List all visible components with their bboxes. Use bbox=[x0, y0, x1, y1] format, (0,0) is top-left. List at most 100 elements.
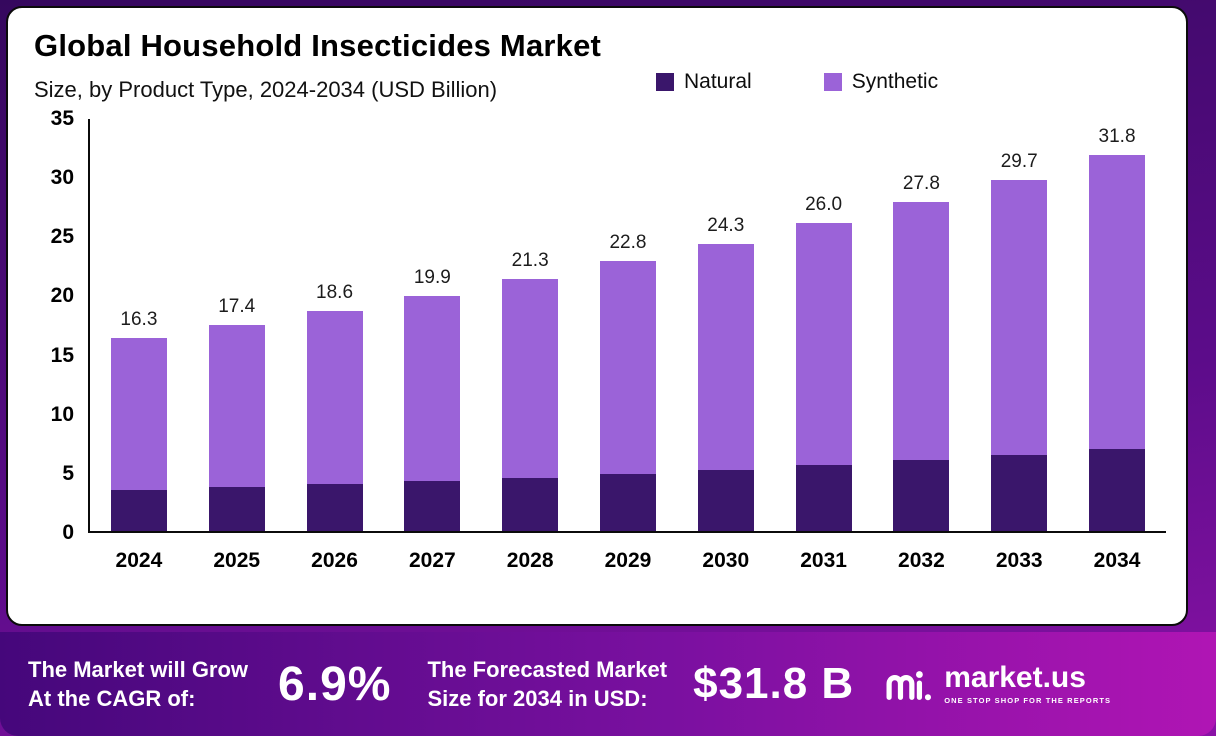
bar-total-label: 31.8 bbox=[1098, 125, 1136, 147]
forecast-label-line2: Size for 2034 in USD: bbox=[427, 686, 648, 711]
bar-column: 16.3 bbox=[90, 119, 188, 531]
synthetic-segment bbox=[1089, 154, 1146, 450]
bar-total-label: 27.8 bbox=[902, 173, 940, 195]
stacked-bar bbox=[1089, 154, 1146, 531]
plot: 16.3 17.4 18.6 19.9 21.3 22.8 24.3 26.0 27.8 29.7… bbox=[88, 119, 1166, 533]
synthetic-segment bbox=[599, 261, 656, 475]
x-tick-label: 2028 bbox=[506, 549, 554, 572]
bar-total-label: 19.9 bbox=[413, 266, 451, 288]
y-tick-label: 30 bbox=[50, 166, 74, 190]
cagr-label-line1: The Market will Grow bbox=[28, 657, 249, 682]
synthetic-swatch-icon bbox=[823, 73, 842, 91]
chart-plot-area: 0 5 10 15 20 25 30 35 16.3 17.4 18.6 19.9 21.3 22.8 2… bbox=[18, 107, 1166, 544]
legend-item-natural: Natural bbox=[656, 70, 752, 94]
bar-total-label: 16.3 bbox=[120, 309, 158, 331]
brand-lockup: market.us ONE STOP SHOP FOR THE REPORTS bbox=[884, 663, 1111, 705]
bar-total-label: 17.4 bbox=[218, 296, 256, 318]
synthetic-segment bbox=[893, 202, 950, 461]
chart-legend: Natural Synthetic bbox=[656, 70, 938, 94]
chart-panel: Global Household Insecticides Market Nat… bbox=[6, 6, 1188, 626]
synthetic-segment bbox=[208, 325, 265, 488]
footer-banner: The Market will Grow At the CAGR of: 6.9… bbox=[0, 632, 1216, 736]
stacked-bar bbox=[991, 179, 1048, 531]
natural-segment bbox=[306, 483, 363, 531]
x-axis: 2024 2025 2026 2027 2028 2029 2030 2031 2032 2033… bbox=[90, 549, 1166, 573]
bar-column: 21.3 bbox=[481, 119, 579, 531]
stacked-bar bbox=[208, 325, 265, 531]
stacked-bar bbox=[502, 279, 559, 531]
x-tick-label: 2026 bbox=[311, 549, 358, 572]
bar-column: 24.3 bbox=[677, 119, 775, 531]
stacked-bar bbox=[110, 338, 167, 531]
bar-column: 27.8 bbox=[873, 119, 971, 531]
x-tick-label: 2024 bbox=[115, 549, 163, 572]
natural-segment bbox=[795, 464, 852, 531]
synthetic-segment bbox=[404, 295, 461, 482]
stacked-bar bbox=[697, 243, 754, 531]
synthetic-segment bbox=[306, 311, 363, 484]
chart-subtitle: Size, by Product Type, 2024-2034 (USD Bi… bbox=[34, 77, 498, 102]
stacked-bar bbox=[795, 223, 852, 531]
bar-column: 26.0 bbox=[775, 119, 873, 531]
natural-segment bbox=[991, 455, 1048, 531]
synthetic-segment bbox=[502, 279, 559, 478]
x-tick-label: 2029 bbox=[604, 549, 652, 572]
stacked-bar bbox=[893, 202, 950, 531]
chart-title: Global Household Insecticides Market bbox=[34, 28, 602, 63]
market-us-logo-icon bbox=[886, 671, 932, 701]
natural-segment bbox=[208, 487, 265, 531]
natural-swatch-icon bbox=[656, 73, 674, 91]
x-tick-label: 2031 bbox=[800, 549, 847, 572]
y-tick-label: 35 bbox=[50, 107, 74, 130]
x-tick-label: 2032 bbox=[898, 549, 945, 572]
bar-total-label: 24.3 bbox=[707, 214, 745, 236]
bar-column: 17.4 bbox=[188, 119, 286, 531]
natural-segment bbox=[599, 474, 656, 531]
cagr-label-line2: At the CAGR of: bbox=[28, 686, 196, 711]
cagr-label: The Market will Grow At the CAGR of: bbox=[28, 655, 248, 713]
bar-total-label: 26.0 bbox=[805, 194, 843, 216]
x-tick-label: 2025 bbox=[213, 549, 261, 572]
brand-tagline: ONE STOP SHOP FOR THE REPORTS bbox=[944, 696, 1112, 705]
synthetic-segment bbox=[795, 223, 852, 465]
legend-label-natural: Natural bbox=[684, 70, 752, 93]
natural-segment bbox=[893, 460, 950, 531]
x-tick-label: 2033 bbox=[995, 549, 1043, 572]
legend-item-synthetic: Synthetic bbox=[823, 70, 939, 94]
stacked-bar bbox=[599, 261, 656, 531]
bar-column: 18.6 bbox=[286, 119, 384, 531]
natural-segment bbox=[404, 481, 461, 531]
legend-label-synthetic: Synthetic bbox=[851, 70, 939, 93]
y-tick-label: 20 bbox=[50, 284, 74, 308]
natural-segment bbox=[1089, 449, 1146, 531]
y-tick-label: 15 bbox=[50, 343, 74, 367]
stacked-bar bbox=[404, 295, 461, 531]
forecast-label-line1: The Forecasted Market bbox=[427, 657, 668, 682]
natural-segment bbox=[110, 489, 167, 531]
x-tick-label: 2030 bbox=[702, 549, 750, 572]
x-tick-label: 2034 bbox=[1093, 549, 1141, 572]
stacked-bar bbox=[306, 311, 363, 531]
bar-column: 31.8 bbox=[1068, 119, 1166, 531]
x-tick-label: 2027 bbox=[408, 549, 456, 572]
bar-total-label: 18.6 bbox=[316, 282, 354, 303]
synthetic-segment bbox=[110, 338, 167, 490]
bar-column: 22.8 bbox=[579, 119, 677, 531]
y-tick-label: 10 bbox=[50, 402, 74, 426]
brand-name: market.us bbox=[944, 661, 1086, 694]
synthetic-segment bbox=[697, 243, 754, 470]
bar-column: 29.7 bbox=[970, 119, 1068, 531]
y-tick-label: 5 bbox=[62, 461, 74, 485]
y-tick-label: 0 bbox=[62, 521, 74, 544]
bar-column: 19.9 bbox=[383, 119, 481, 531]
y-tick-label: 25 bbox=[50, 225, 74, 249]
synthetic-segment bbox=[991, 179, 1048, 456]
natural-segment bbox=[502, 477, 559, 531]
forecast-label: The Forecasted Market Size for 2034 in U… bbox=[427, 655, 667, 713]
bar-total-label: 22.8 bbox=[609, 232, 647, 254]
brand-text: market.us ONE STOP SHOP FOR THE REPORTS bbox=[944, 661, 1112, 706]
forecast-value: $31.8 B bbox=[693, 659, 855, 708]
bar-total-label: 29.7 bbox=[1000, 150, 1038, 172]
cagr-value: 6.9% bbox=[278, 657, 392, 711]
bar-total-label: 21.3 bbox=[511, 250, 549, 272]
